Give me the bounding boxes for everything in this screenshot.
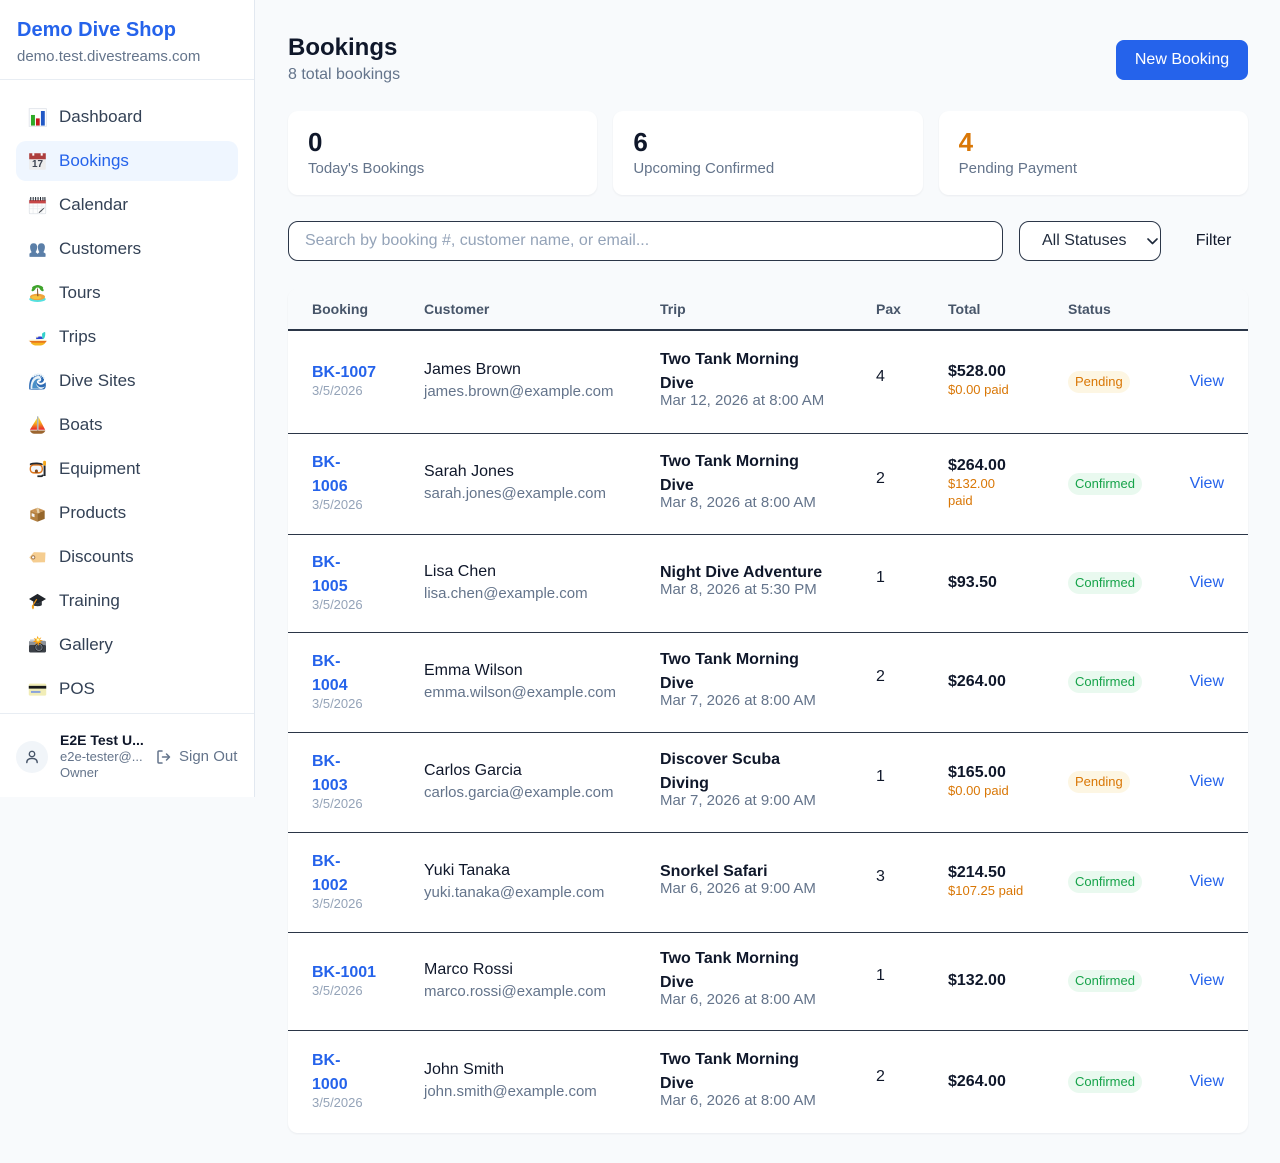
svg-text:17: 17	[32, 159, 44, 170]
